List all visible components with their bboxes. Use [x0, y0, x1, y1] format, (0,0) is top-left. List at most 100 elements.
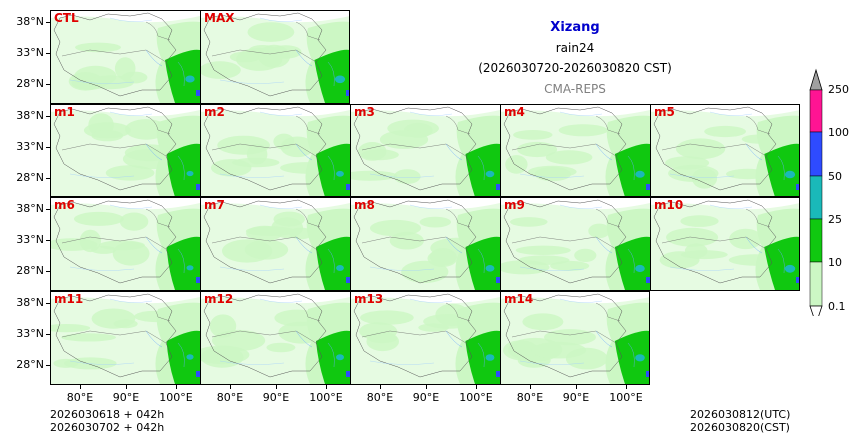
colorbar-svg	[809, 68, 823, 316]
lon-tick-label: 100°E	[159, 391, 193, 404]
lon-tick-mark	[80, 385, 81, 389]
lon-tick-label: 90°E	[262, 391, 290, 404]
lat-tick-label: 38°N	[16, 296, 44, 309]
colorbar-bin-0.1-10	[809, 261, 823, 307]
precip-map	[500, 293, 650, 384]
panel-m1: m1	[50, 104, 200, 197]
lat-tick-label: 28°N	[16, 264, 44, 277]
panel-m11: m11	[50, 291, 200, 384]
lon-tick-label: 90°E	[562, 391, 590, 404]
lat-tick-label: 38°N	[16, 202, 44, 215]
precip-map	[200, 199, 350, 290]
panel-max: MAX	[200, 10, 350, 103]
lat-tick-label: 28°N	[16, 358, 44, 371]
lat-tick-label: 33°N	[16, 327, 44, 340]
valid-time-utc: 2026030812(UTC)	[690, 408, 791, 421]
panel-label: m12	[204, 292, 234, 306]
init-time-utc: 2026030618 + 042h	[50, 408, 165, 421]
lon-tick-mark	[126, 385, 127, 389]
panel-m7: m7	[200, 197, 350, 290]
precip-map	[650, 106, 800, 197]
colorbar-label-25: 25	[828, 213, 842, 226]
panel-m8: m8	[350, 197, 500, 290]
lat-tick-mark	[46, 303, 50, 304]
title-period: (2026030720-2026030820 CST)	[478, 61, 672, 75]
title-region: Xizang	[550, 20, 600, 35]
panel-label: m6	[54, 198, 75, 212]
panel-label: MAX	[204, 11, 235, 25]
lon-tick-mark	[230, 385, 231, 389]
panel-label: m4	[504, 105, 525, 119]
lon-tick-label: 80°E	[366, 391, 394, 404]
panel-label: m13	[354, 292, 384, 306]
lon-tick-mark	[326, 385, 327, 389]
panel-label: m2	[204, 105, 225, 119]
precip-map	[50, 199, 200, 290]
precip-map	[50, 12, 200, 103]
precip-map	[200, 293, 350, 384]
panel-label: m8	[354, 198, 375, 212]
panel-m12: m12	[200, 291, 350, 384]
colorbar-bin-10-25	[809, 218, 823, 263]
panel-divider	[500, 104, 501, 385]
lon-tick-label: 80°E	[66, 391, 94, 404]
panel-m13: m13	[350, 291, 500, 384]
lat-tick-mark	[46, 53, 50, 54]
panel-label: m11	[54, 292, 84, 306]
lat-tick-mark	[46, 271, 50, 272]
lat-tick-label: 33°N	[16, 46, 44, 59]
colorbar-over-arrow	[809, 68, 823, 91]
title-model: CMA-REPS	[544, 82, 606, 96]
lon-tick-mark	[426, 385, 427, 389]
precip-map	[350, 293, 500, 384]
panel-divider	[200, 10, 201, 104]
precip-map	[350, 199, 500, 290]
lat-tick-label: 28°N	[16, 77, 44, 90]
precip-map	[500, 106, 650, 197]
lat-tick-label: 28°N	[16, 171, 44, 184]
colorbar-bin-50-100	[809, 131, 823, 177]
panel-label: m1	[54, 105, 75, 119]
panel-label: m3	[354, 105, 375, 119]
lon-tick-mark	[530, 385, 531, 389]
lat-tick-mark	[46, 116, 50, 117]
valid-time-cst: 2026030820(CST)	[690, 421, 790, 434]
panel-m2: m2	[200, 104, 350, 197]
colorbar-label-50: 50	[828, 170, 842, 183]
colorbar-bin-25-50	[809, 175, 823, 220]
colorbar-label-0.1: 0.1	[828, 300, 846, 313]
panel-m9: m9	[500, 197, 650, 290]
panel-label: m10	[654, 198, 684, 212]
lat-tick-mark	[46, 334, 50, 335]
lat-tick-mark	[46, 365, 50, 366]
init-time-cst: 2026030702 + 042h	[50, 421, 165, 434]
lon-tick-label: 100°E	[309, 391, 343, 404]
lat-tick-label: 33°N	[16, 140, 44, 153]
panel-label: m7	[204, 198, 225, 212]
precip-map	[50, 293, 200, 384]
lat-tick-label: 38°N	[16, 15, 44, 28]
lon-tick-mark	[626, 385, 627, 389]
lon-tick-mark	[380, 385, 381, 389]
lon-tick-mark	[476, 385, 477, 389]
colorbar-under-arrow	[809, 305, 823, 316]
lat-tick-mark	[46, 22, 50, 23]
panel-m4: m4	[500, 104, 650, 197]
panel-divider	[350, 104, 351, 385]
precip-map	[200, 12, 350, 103]
panel-divider	[200, 104, 201, 385]
lon-tick-label: 100°E	[609, 391, 643, 404]
panel-label: m14	[504, 292, 534, 306]
panel-m6: m6	[50, 197, 200, 290]
lat-tick-mark	[46, 84, 50, 85]
lon-tick-mark	[276, 385, 277, 389]
panel-divider	[650, 104, 651, 291]
precip-map	[500, 199, 650, 290]
panel-m14: m14	[500, 291, 650, 384]
lat-tick-mark	[46, 240, 50, 241]
colorbar-bin-100-250	[809, 89, 823, 133]
lat-tick-label: 38°N	[16, 109, 44, 122]
panel-label: m5	[654, 105, 675, 119]
lon-tick-label: 100°E	[459, 391, 493, 404]
